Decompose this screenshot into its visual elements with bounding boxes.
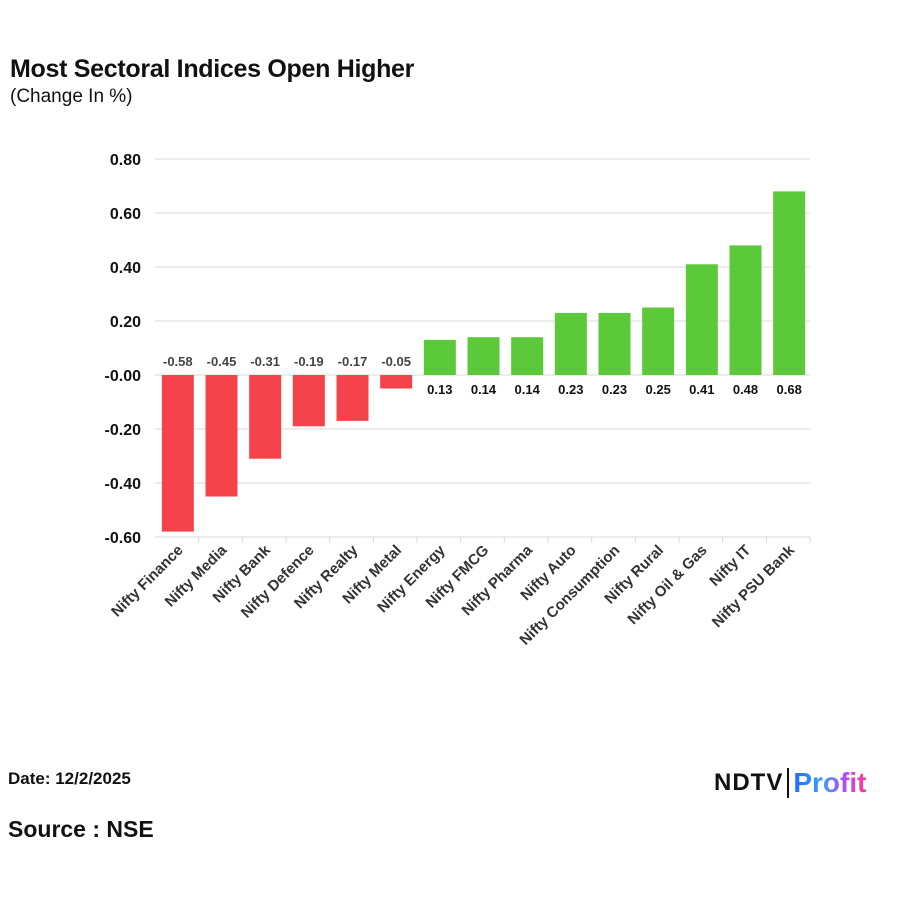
- bar: [423, 339, 456, 375]
- logo-profit: Profit: [793, 767, 867, 798]
- y-tick-label: -0.20: [105, 422, 142, 439]
- data-label: 0.13: [427, 382, 452, 397]
- data-label: 0.14: [471, 382, 497, 397]
- bar: [380, 375, 413, 389]
- bar: [642, 307, 675, 375]
- date-label: Date: 12/2/2025: [8, 769, 131, 788]
- data-label: -0.19: [294, 354, 324, 369]
- bar: [729, 245, 762, 375]
- bar: [467, 337, 500, 375]
- bar: [336, 375, 369, 421]
- ndtv-profit-logo: NDTV Profit: [714, 766, 866, 800]
- data-label: -0.31: [250, 354, 280, 369]
- logo-ndtv: NDTV: [714, 769, 784, 796]
- y-tick-label: 0.60: [110, 206, 141, 223]
- chart-title: Most Sectoral Indices Open Higher: [10, 55, 415, 83]
- data-label: 0.68: [777, 382, 802, 397]
- data-label: -0.45: [207, 354, 237, 369]
- data-label: 0.23: [602, 382, 627, 397]
- x-tick-label: Nifty Oil & Gas: [624, 542, 710, 628]
- data-label: 0.25: [646, 382, 671, 397]
- y-tick-label: 0.20: [110, 314, 141, 331]
- y-tick-label: -0.40: [105, 476, 142, 493]
- bar: [205, 375, 238, 497]
- bar: [249, 375, 282, 459]
- bar: [161, 375, 194, 532]
- source-label: Source : NSE: [8, 816, 154, 842]
- data-label: -0.05: [381, 354, 411, 369]
- y-tick-label: 0.80: [110, 152, 141, 169]
- x-tick-label: Nifty PSU Bank: [709, 541, 799, 631]
- data-label: 0.48: [733, 382, 758, 397]
- bar: [292, 375, 325, 427]
- y-tick-label: -0.00: [105, 368, 142, 385]
- bar: [511, 337, 544, 375]
- data-label: -0.17: [338, 354, 368, 369]
- y-tick-label: 0.40: [110, 260, 141, 277]
- bar: [598, 312, 631, 375]
- bar: [773, 191, 806, 375]
- data-label: 0.23: [558, 382, 583, 397]
- data-label: 0.41: [689, 382, 714, 397]
- data-label: 0.14: [515, 382, 541, 397]
- chart-subtitle: (Change In %): [10, 86, 133, 107]
- bar: [685, 264, 718, 375]
- bar: [554, 312, 587, 375]
- y-tick-label: -0.60: [105, 530, 142, 547]
- data-label: -0.58: [163, 354, 193, 369]
